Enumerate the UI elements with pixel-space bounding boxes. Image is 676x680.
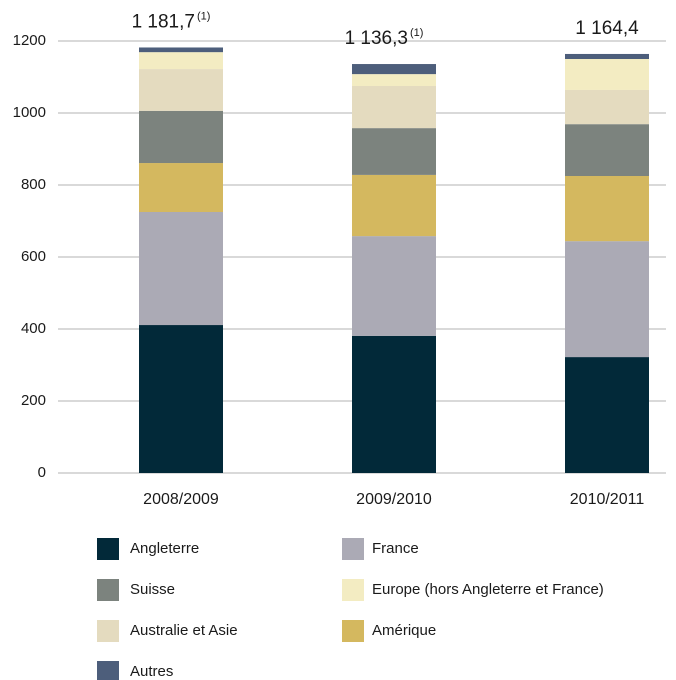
bar-segment [139, 47, 223, 53]
bar-segment [565, 89, 649, 125]
bar-segment [139, 69, 223, 111]
legend-swatch [342, 538, 364, 560]
bar-segment [352, 74, 436, 86]
y-tick-label: 600 [21, 248, 46, 265]
legend-label: Angleterre [130, 540, 199, 557]
legend-swatch [342, 620, 364, 642]
bar-segment [352, 128, 436, 175]
bar-segment [352, 174, 436, 237]
bar-segment [139, 325, 223, 473]
y-tick-label: 1000 [13, 104, 46, 121]
total-label: 1 164,4 [575, 18, 639, 39]
legend-swatch [342, 579, 364, 601]
legend-label: Australie et Asie [130, 622, 238, 639]
total-label: 1 136,3 (1) [345, 27, 424, 49]
bar-segment [352, 335, 436, 473]
legend-label: Amérique [372, 622, 436, 639]
x-tick-label: 2008/2009 [143, 491, 219, 508]
legend-swatch [97, 538, 119, 560]
total-value: 1 164,4 [575, 18, 639, 39]
bar-segment [139, 163, 223, 212]
bar-segment [352, 86, 436, 129]
x-tick-label: 2009/2010 [356, 491, 432, 508]
bar-segment [565, 176, 649, 242]
x-tick-label: 2010/2011 [570, 491, 645, 508]
y-tick-label: 1200 [13, 32, 46, 49]
y-tick-label: 800 [21, 176, 46, 193]
total-note: (1) [197, 10, 210, 22]
legend-swatch [97, 661, 119, 680]
total-value: 1 181,7 [132, 12, 195, 33]
bar-segment [565, 357, 649, 473]
y-tick-label: 200 [21, 392, 46, 409]
bar-segment [352, 236, 436, 336]
legend-label: Europe (hors Angleterre et France) [372, 581, 604, 598]
bar-segment [139, 110, 223, 164]
bar-segment [565, 53, 649, 59]
bar-segment [139, 52, 223, 70]
legend-swatch [97, 579, 119, 601]
y-tick-label: 400 [21, 320, 46, 337]
legend-label: Suisse [130, 581, 175, 598]
legend-label: France [372, 540, 419, 557]
legend-label: Autres [130, 663, 173, 680]
total-value: 1 136,3 [345, 28, 408, 49]
bar-segment [565, 241, 649, 358]
total-label: 1 181,7 (1) [132, 10, 211, 32]
legend-swatch [97, 620, 119, 642]
bar-segment [352, 64, 436, 75]
bar-segment [565, 59, 649, 90]
bar-segment [565, 124, 649, 176]
y-tick-label: 0 [38, 464, 46, 481]
bar-segment [139, 212, 223, 326]
total-note: (1) [410, 27, 423, 39]
